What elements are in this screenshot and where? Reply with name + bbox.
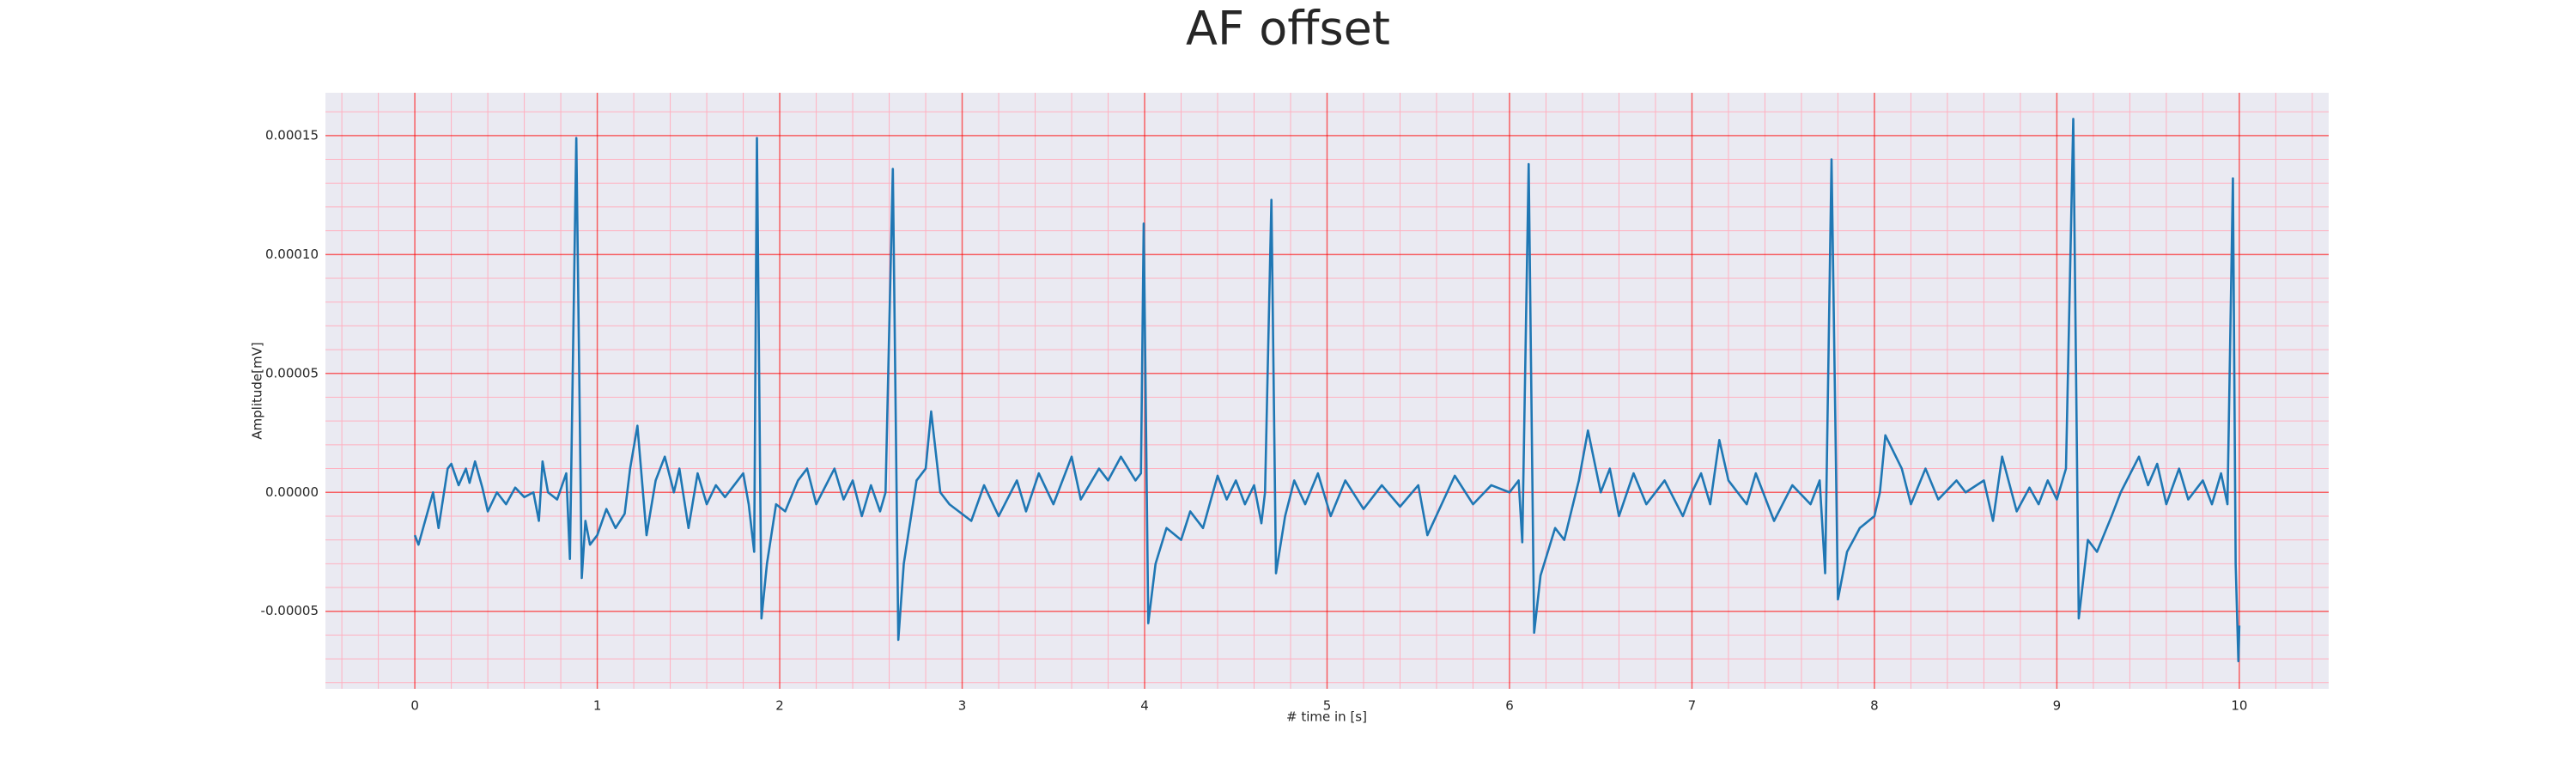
y-tick-label: 0.00000 bbox=[265, 484, 319, 500]
y-tick-label: 0.00005 bbox=[265, 365, 319, 380]
chart-title: AF offset bbox=[1186, 2, 1390, 56]
y-tick-label: 0.00015 bbox=[265, 127, 319, 143]
x-tick-label: 2 bbox=[775, 698, 784, 714]
x-tick-label: 5 bbox=[1323, 698, 1332, 714]
x-tick-label: 0 bbox=[410, 698, 419, 714]
y-tick-label: -0.00005 bbox=[261, 603, 319, 618]
y-tick-label: 0.00010 bbox=[265, 247, 319, 262]
x-tick-label: 4 bbox=[1140, 698, 1149, 714]
x-tick-label: 8 bbox=[1870, 698, 1879, 714]
x-axis-label: # time in [s] bbox=[1286, 709, 1367, 725]
x-tick-label: 9 bbox=[2053, 698, 2062, 714]
x-tick-label: 1 bbox=[593, 698, 602, 714]
x-tick-label: 7 bbox=[1688, 698, 1697, 714]
y-axis-label: Amplitude[mV] bbox=[250, 342, 265, 439]
signal-line bbox=[413, 118, 2241, 663]
x-tick-label: 6 bbox=[1505, 698, 1514, 714]
x-tick-label: 3 bbox=[958, 698, 967, 714]
x-tick-label: 10 bbox=[2231, 698, 2247, 714]
